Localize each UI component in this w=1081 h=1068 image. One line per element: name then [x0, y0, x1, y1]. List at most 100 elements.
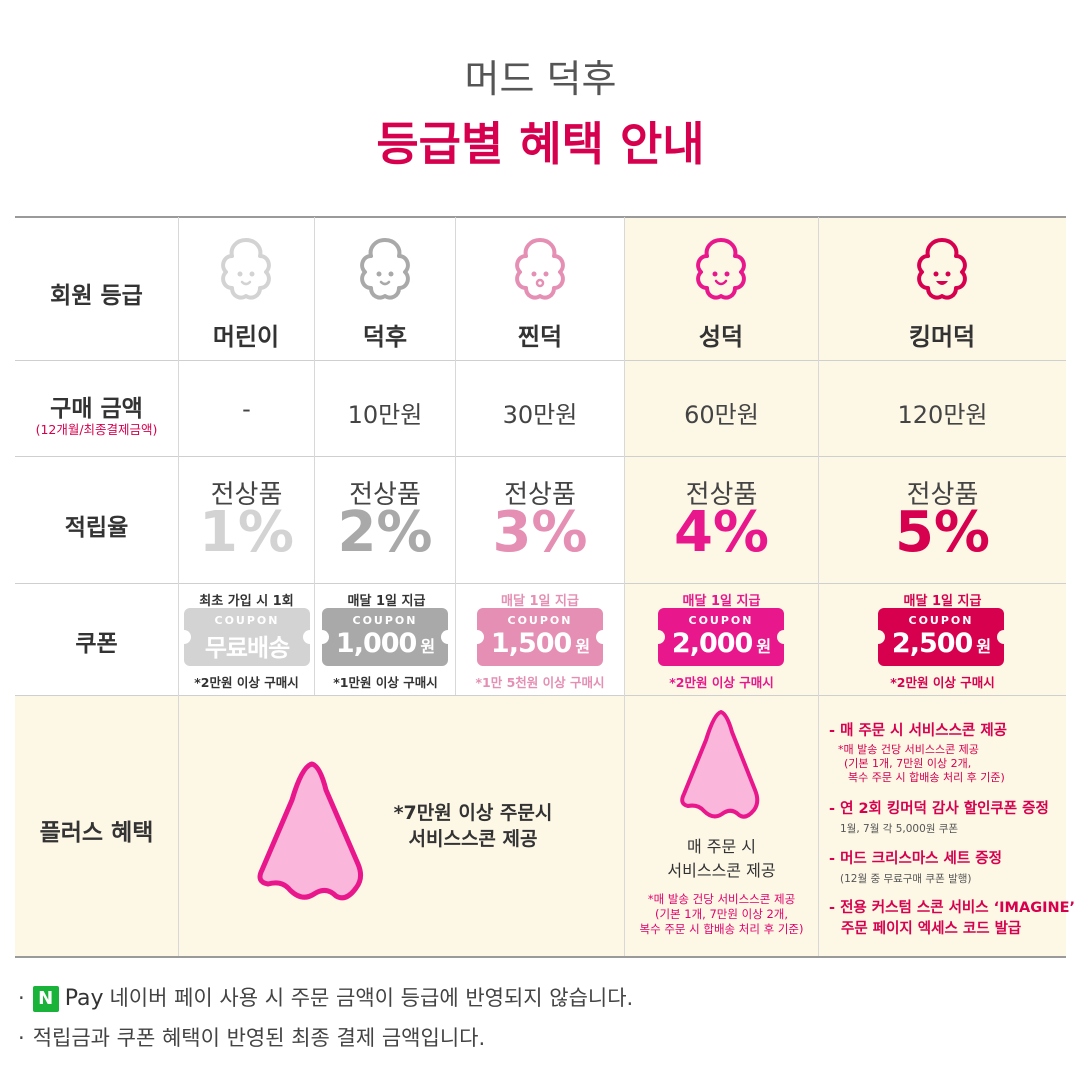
- king-benefit-3-note: (12월 중 무료구매 쿠폰 발행): [840, 873, 972, 885]
- plus-mid-line1: 매 주문 시: [686, 837, 757, 856]
- coupon-amount: 2,500: [891, 628, 973, 659]
- coupon-value: 2,000 원: [658, 628, 784, 659]
- king-benefit-1-sub: *매 발송 건당 서비스스콘 제공 (기본 1개, 7만원 이상 2개, 복수 …: [838, 743, 1005, 785]
- grade-name-5: 킹머덕: [908, 323, 976, 351]
- footer-note-final: · 적립금과 쿠폰 혜택이 반영된 최종 결제 금액입니다.: [18, 1022, 485, 1052]
- plus-low-line2: 서비스스콘 제공: [408, 828, 538, 850]
- plus-mid-note1: *매 발송 건당 서비스스콘 제공: [647, 892, 796, 906]
- page-subtitle: 머드 덕후: [464, 57, 617, 101]
- column-divider: [178, 217, 179, 956]
- rate-label-3: 전상품: [504, 480, 576, 510]
- row-divider: [15, 695, 1066, 696]
- coupon-amount: 1,000: [335, 628, 417, 659]
- column-divider: [624, 217, 625, 956]
- coupon-unit: 원: [756, 637, 771, 656]
- rate-label-4: 전상품: [685, 480, 758, 510]
- plus-mid-note2: (기본 1개, 7만원 이상 2개,: [654, 907, 788, 921]
- plus-mid-text: 매 주문 시 서비스스콘 제공: [625, 835, 818, 883]
- rate-label-2: 전상품: [349, 480, 421, 510]
- row-label-amount: 구매 금액: [50, 396, 143, 422]
- coupon-value: 1,500 원: [477, 628, 603, 659]
- coupon-unit: 원: [420, 637, 435, 656]
- coupon-condition-1: 최초 가입 시 1회: [199, 594, 294, 609]
- rate-label-5: 전상품: [906, 480, 979, 510]
- column-divider: [818, 217, 819, 956]
- rate-value-1: 1%: [198, 500, 295, 565]
- row-divider: [15, 456, 1066, 457]
- coupon-unit: 원: [976, 637, 991, 656]
- grade-name-1: 머린이: [212, 323, 280, 351]
- coupon-4: COUPON 2,000 원: [658, 608, 784, 666]
- plus-low-line1: *7만원 이상 주문시: [393, 802, 553, 824]
- scone-mascot-icon: [696, 238, 746, 300]
- king-benefit-1-sub2: (기본 1개, 7만원 이상 2개,: [844, 757, 972, 770]
- amount-3: 30만원: [502, 401, 578, 429]
- coupon-min-2: *1만원 이상 구매시: [333, 675, 438, 690]
- footer-note-npay: · N Pay 네이버 페이 사용 시 주문 금액이 등급에 반영되지 않습니다.: [18, 982, 633, 1012]
- scone-mascot-icon: [221, 238, 271, 300]
- grade-name-3: 찐덕: [517, 323, 563, 351]
- king-benefit-1-sub3: 복수 주문 시 합배송 처리 후 기준): [848, 771, 1005, 784]
- coupon-label: COUPON: [688, 614, 754, 627]
- amount-4: 60만원: [684, 401, 759, 429]
- coupon-1: COUPON 무료배송: [184, 608, 310, 666]
- table-top-border: [15, 216, 1066, 218]
- row-divider: [15, 360, 1066, 361]
- plus-row-bg: [15, 695, 1066, 956]
- coupon-amount: 무료배송: [204, 634, 290, 662]
- coupon-condition-4: 매달 1일 지급: [682, 594, 761, 609]
- footer-note1-text: 네이버 페이 사용 시 주문 금액이 등급에 반영되지 않습니다.: [109, 986, 634, 1010]
- rate-value-2: 2%: [337, 500, 433, 565]
- row-label-coupon: 쿠폰: [75, 631, 118, 657]
- amount-5: 120만원: [897, 401, 988, 429]
- page-title: 등급별 혜택 안내: [376, 117, 705, 171]
- coupon-min-5: *2만원 이상 구매시: [890, 675, 995, 690]
- coupon-condition-5: 매달 1일 지급: [903, 594, 982, 609]
- coupon-min-4: *2만원 이상 구매시: [669, 675, 774, 690]
- coupon-value: 1,000 원: [322, 628, 448, 659]
- coupon-value: 2,500 원: [878, 628, 1004, 659]
- king-benefit-4: - 전용 커스텀 스콘 서비스 ‘IMAGINE’: [829, 900, 1076, 916]
- plus-mid-line2: 서비스스콘 제공: [667, 861, 776, 880]
- coupon-condition-2: 매달 1일 지급: [347, 594, 426, 609]
- amount-2: 10만원: [347, 401, 423, 429]
- coupon-condition-3: 매달 1일 지급: [501, 594, 579, 609]
- coupon-label: COUPON: [908, 614, 974, 627]
- footer-note2-text: 적립금과 쿠폰 혜택이 반영된 최종 결제 금액입니다.: [32, 1026, 486, 1050]
- coupon-min-3: *1만 5천원 이상 구매시: [475, 675, 605, 690]
- column-divider: [455, 217, 456, 695]
- row-label-amount-note: (12개월/최종결제금액): [35, 422, 158, 437]
- king-benefit-2-note: 1월, 7월 각 5,000원 쿠폰: [840, 823, 959, 835]
- king-benefit-1-sub1: *매 발송 건당 서비스스콘 제공: [838, 743, 979, 756]
- plus-low-text: *7만원 이상 주문시 서비스스콘 제공: [368, 800, 578, 852]
- grade-name-2: 덕후: [362, 323, 408, 351]
- grade-name-4: 성덕: [698, 323, 744, 351]
- rate-value-3: 3%: [492, 500, 588, 565]
- row-label-rate: 적립율: [64, 515, 129, 541]
- rate-value-5: 5%: [894, 500, 991, 565]
- king-benefit-2: - 연 2회 킹머덕 감사 할인쿠폰 증정: [829, 801, 1049, 817]
- pay-word: Pay: [64, 986, 104, 1011]
- scone-mascot-icon: [360, 238, 410, 300]
- coupon-2: COUPON 1,000 원: [322, 608, 448, 666]
- bullet: ·: [18, 986, 25, 1010]
- bullet: ·: [18, 1026, 25, 1050]
- row-divider: [15, 583, 1066, 584]
- rate-label-1: 전상품: [210, 480, 283, 510]
- coupon-amount: 2,000: [671, 628, 753, 659]
- coupon-min-1: *2만원 이상 구매시: [194, 675, 299, 690]
- king-benefit-4-line2: 주문 페이지 엑세스 코드 발급: [841, 921, 1022, 937]
- coupon-label: COUPON: [214, 614, 280, 627]
- coupon-label: COUPON: [507, 614, 573, 627]
- king-benefit-1: - 매 주문 시 서비스스콘 제공: [829, 723, 1007, 739]
- coupon-5: COUPON 2,500 원: [878, 608, 1004, 666]
- plus-mid-note3: 복수 주문 시 합배송 처리 후 기준): [639, 922, 804, 936]
- coupon-label: COUPON: [352, 614, 418, 627]
- row-label-plus: 플러스 혜택: [39, 820, 154, 846]
- scone-icon: [680, 710, 760, 819]
- row-label-grade: 회원 등급: [50, 283, 143, 309]
- coupon-3: COUPON 1,500 원: [477, 608, 603, 666]
- king-benefit-3: - 머드 크리스마스 세트 증정: [829, 851, 1002, 867]
- scone-icon: [257, 761, 364, 901]
- coupon-unit: 원: [575, 637, 590, 656]
